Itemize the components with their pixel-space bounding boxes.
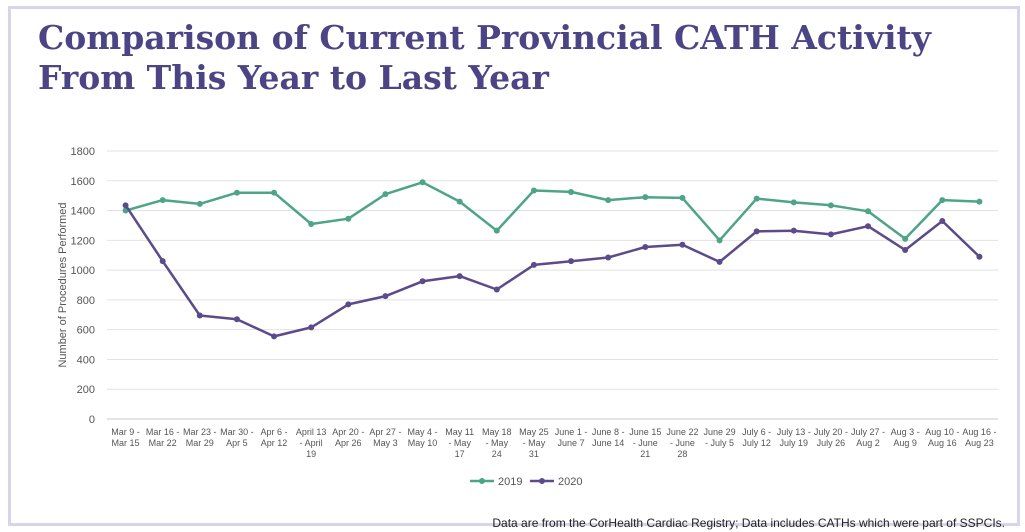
x-tick-label: May 11- May 17 — [445, 427, 474, 459]
y-axis-label: Number of Procedures Performed — [57, 202, 69, 367]
data-point-2020 — [345, 301, 352, 308]
data-point-2020 — [271, 333, 278, 340]
data-point-2020 — [790, 227, 797, 234]
x-tick-label: Mar 30 -Apr 5 — [220, 427, 254, 448]
y-tick-label: 800 — [77, 295, 95, 307]
x-tick-label: April 13- April 19 — [296, 427, 327, 459]
x-tick-label: July 13 -July 19 — [777, 427, 811, 448]
x-tick-label: June 1 -June 7 — [555, 427, 588, 448]
data-point-2019 — [642, 194, 649, 201]
x-tick-label: Mar 23 -Mar 29 — [183, 427, 217, 448]
page-title: Comparison of Current Provincial CATH Ac… — [38, 18, 931, 97]
data-point-2020 — [865, 223, 872, 230]
data-point-2019 — [233, 189, 240, 196]
data-point-2019 — [382, 191, 389, 198]
data-point-2020 — [308, 324, 315, 331]
data-point-2020 — [196, 312, 203, 319]
x-tick-label: Mar 16 -Mar 22 — [146, 427, 180, 448]
y-tick-label: 0 — [89, 414, 95, 426]
legend-label-2019: 2019 — [498, 476, 522, 488]
y-tick-label: 1400 — [71, 206, 95, 218]
x-tick-label: Apr 27 -May 3 — [369, 427, 401, 448]
source-footnote: Data are from the CorHealth Cardiac Regi… — [492, 516, 1005, 530]
series-line-2020 — [124, 204, 981, 338]
gridlines — [107, 150, 998, 420]
x-tick-label: July 6 -July 12 — [742, 427, 771, 448]
data-point-2020 — [493, 286, 500, 293]
x-tick-label: May 4 -May 10 — [408, 427, 438, 448]
y-tick-label: 1800 — [71, 146, 95, 158]
data-point-2019 — [790, 199, 797, 206]
legend-label-2020: 2020 — [558, 476, 582, 488]
data-point-2019 — [419, 179, 426, 186]
data-point-2020 — [605, 254, 612, 261]
data-point-2020 — [122, 202, 129, 209]
data-point-2019 — [493, 227, 500, 234]
x-tick-label: Aug 16 -Aug 23 — [962, 427, 996, 448]
data-point-2019 — [308, 220, 315, 227]
y-tick-label: 1000 — [71, 265, 95, 277]
data-point-2020 — [976, 253, 983, 260]
data-point-2019 — [902, 235, 909, 242]
data-point-2020 — [827, 231, 834, 238]
data-point-2020 — [382, 293, 389, 300]
x-tick-label: June 15- June 21 — [629, 427, 661, 459]
data-point-2020 — [642, 244, 649, 251]
slide-frame — [8, 6, 1020, 526]
y-tick-label: 1600 — [71, 176, 95, 188]
data-point-2019 — [345, 215, 352, 222]
x-tick-label: May 18- May 24 — [482, 427, 512, 459]
x-tick-label: May 25- May 31 — [519, 427, 549, 459]
series-line-2019 — [125, 181, 980, 242]
data-point-2019 — [939, 197, 946, 204]
data-point-2019 — [827, 202, 834, 209]
y-tick-label: 600 — [77, 325, 95, 337]
y-tick-label: 200 — [77, 384, 95, 396]
x-tick-label: Apr 20 -Apr 26 — [332, 427, 364, 448]
x-tick-label: Apr 6 -Apr 12 — [261, 427, 288, 448]
data-point-2019 — [196, 200, 203, 207]
data-point-2020 — [530, 261, 537, 268]
x-tick-label: June 22- June 28 — [666, 427, 698, 459]
data-point-2019 — [271, 189, 278, 196]
legend-marker-2019 — [479, 478, 485, 484]
data-point-2019 — [605, 197, 612, 204]
data-point-2019 — [568, 188, 575, 195]
data-point-2019 — [716, 237, 723, 244]
data-point-2019 — [865, 208, 872, 215]
data-point-2019 — [530, 187, 537, 194]
data-point-2020 — [679, 241, 686, 248]
data-point-2020 — [753, 228, 760, 235]
series-layer — [122, 179, 983, 340]
x-tick-label: July 27 -Aug 2 — [851, 427, 885, 448]
data-point-2020 — [456, 273, 463, 280]
data-point-2020 — [233, 316, 240, 323]
data-point-2020 — [716, 258, 723, 265]
legend-marker-2020 — [539, 478, 545, 484]
line-chart: 0 200 400 600 800 1000 1200 1400 1600 1800 Mar 9 … — [57, 146, 998, 488]
x-tick-label: Aug 10 -Aug 16 — [925, 427, 959, 448]
y-tick-label: 1200 — [71, 235, 95, 247]
data-point-2020 — [568, 258, 575, 265]
data-point-2019 — [976, 198, 983, 205]
data-point-2019 — [159, 197, 166, 204]
data-point-2020 — [902, 247, 909, 254]
x-tick-label: June 8 -June 14 — [592, 427, 625, 448]
data-point-2019 — [456, 198, 463, 205]
y-axis-ticks: 0 200 400 600 800 1000 1200 1400 1600 1800 — [71, 146, 95, 426]
data-point-2019 — [679, 194, 686, 201]
data-point-2020 — [159, 258, 166, 265]
x-tick-label: Aug 3 -Aug 9 — [891, 427, 920, 448]
y-tick-label: 400 — [77, 354, 95, 366]
x-tick-label: Mar 9 -Mar 15 — [111, 427, 140, 448]
x-tick-label: June 29- July 5 — [704, 427, 736, 448]
data-point-2019 — [753, 195, 760, 202]
data-point-2020 — [419, 278, 426, 285]
data-point-2020 — [939, 217, 946, 224]
legend: 2019 2020 — [470, 476, 582, 488]
x-tick-label: July 20 -July 26 — [814, 427, 848, 448]
